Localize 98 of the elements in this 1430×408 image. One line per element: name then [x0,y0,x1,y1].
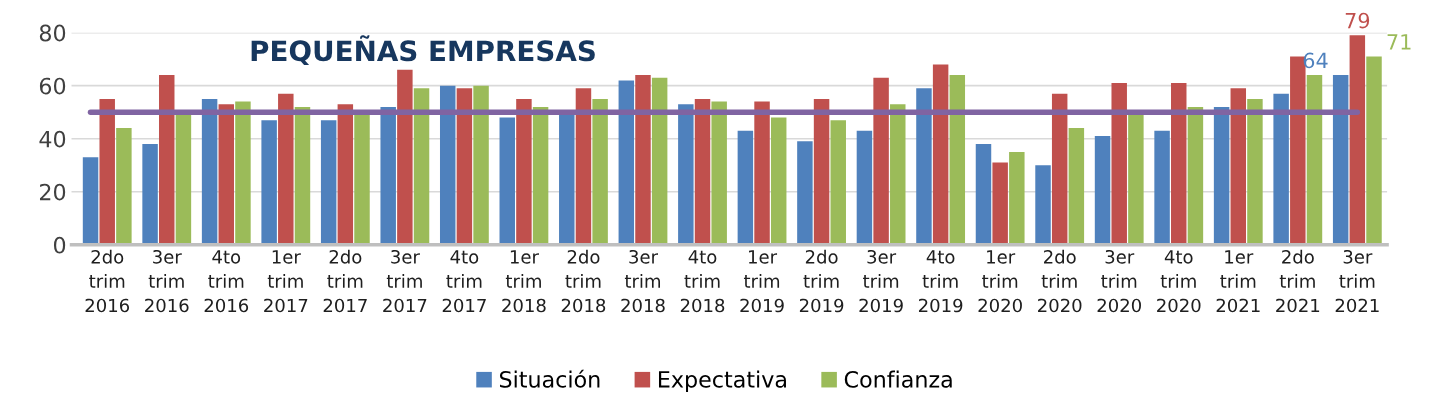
bar [797,141,813,245]
bar [1213,106,1230,245]
bar [754,101,770,245]
x-tick-label: 2do trim 2016 [85,249,130,313]
bar [532,106,549,245]
legend-label: Confianza [844,370,952,388]
bar [1051,93,1068,245]
bar [932,64,949,245]
bar [694,98,711,245]
bar [618,80,635,245]
bar [1366,56,1382,245]
x-tick-label: 4to trim 2018 [680,250,725,313]
y-tick-label: 40 [39,130,66,148]
bar [873,77,889,245]
bar [1171,83,1187,245]
bar [992,162,1008,245]
legend-label: Expectativa [659,370,786,393]
bar [294,106,311,245]
bar [830,120,846,245]
x-tick-label: 4to trim 2020 [1157,250,1201,313]
x-tick-label: 1er trim 2017 [264,250,308,313]
chart-title: PEQUEÑAS EMPRESAS [251,35,595,65]
bar [678,104,694,245]
x-tick-label: 1er trim 2019 [740,250,784,313]
bar [397,69,413,245]
bar [711,101,727,245]
bar [856,130,873,245]
x-tick-label: 4to trim 2017 [442,250,486,313]
y-tick-label: 60 [39,77,66,95]
bar [218,104,235,245]
bar [473,85,489,245]
bar [592,98,608,245]
bar [235,101,251,245]
bar [890,104,906,245]
bar [1247,98,1263,245]
bar [1111,83,1127,245]
bar [1306,75,1323,245]
bar [1230,88,1247,245]
x-tick-label: 2do trim 2017 [323,249,367,313]
bar [1068,128,1085,245]
bar [737,130,754,245]
bar [1349,35,1366,245]
x-tick-label: 1er trim 2021 [1216,250,1260,313]
bar [82,157,99,245]
x-tick-label: 3er trim 2018 [621,249,665,313]
bar [813,98,830,245]
bar [337,104,354,245]
bar [116,128,132,245]
bar [559,112,575,245]
x-tick-label: 2do trim 2019 [799,249,844,313]
bar [651,77,668,245]
bar [1187,106,1204,245]
bar [413,88,430,245]
bar [975,144,992,245]
bar [516,98,532,245]
x-tick-label: 3er trim 2019 [859,249,903,313]
bar [1035,165,1051,245]
bar [380,106,396,245]
x-tick-label: 3er trim 2016 [145,249,189,313]
x-tick-label: 1er trim 2020 [978,250,1022,313]
bar [175,112,192,245]
bar [499,117,515,245]
bar [159,75,175,245]
y-tick-label: 80 [39,24,66,42]
x-tick-label: 2do trim 2020 [1038,249,1082,313]
bar [201,98,218,245]
x-tick-label: 4to trim 2019 [918,250,963,313]
bar [949,75,966,245]
bar [1009,151,1025,245]
bar [1273,93,1289,245]
bar [635,75,651,245]
bar [261,120,277,245]
bar [142,144,158,245]
y-tick-label: 20 [39,183,66,201]
bar [1094,136,1111,245]
data-label: 71 [1387,34,1411,50]
bar [456,88,473,245]
x-tick-label: 2do trim 2018 [561,249,606,313]
y-tick-label: 0 [53,236,66,254]
x-tick-label: 4to trim 2016 [204,250,249,313]
bar [354,112,370,245]
x-tick-label: 1er trim 2018 [502,250,546,313]
bar [1128,112,1144,245]
bar [278,93,294,245]
bar [575,88,592,245]
data-label: 79 [1345,12,1370,29]
bar [439,85,456,245]
bar [320,120,337,245]
bar [99,98,115,245]
bar [916,88,932,245]
bar [1154,130,1170,245]
x-tick-label: 3er trim 2021 [1335,249,1379,313]
x-tick-label: 3er trim 2017 [383,249,427,313]
bar [770,117,787,245]
x-tick-label: 3er trim 2020 [1097,249,1141,313]
legend-label: Situación [499,369,600,388]
x-tick-label: 2do trim 2021 [1276,249,1320,313]
bar [1332,75,1349,245]
